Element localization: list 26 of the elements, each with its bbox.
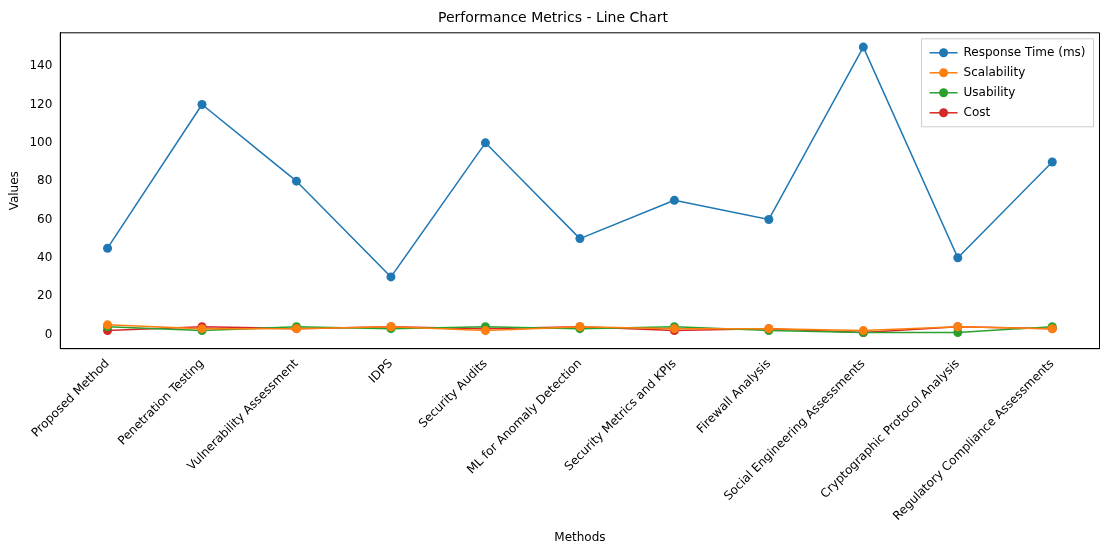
chart-title: Performance Metrics - Line Chart [437,9,669,26]
point [953,253,963,263]
point [858,42,868,52]
y-tick-label: 80 [37,173,53,188]
point [103,243,113,253]
point [1047,157,1057,167]
point [291,176,301,186]
point [669,195,679,205]
x-axis-title: Methods [554,529,606,544]
y-tick-label: 0 [44,326,53,341]
point [575,234,585,244]
legend-label: Usability [963,84,1016,99]
legend-label: Scalability [963,64,1026,79]
y-tick-label: 40 [37,249,53,264]
y-tick-label: 20 [37,288,53,303]
legend-label: Response Time (ms) [963,44,1086,59]
point [197,100,207,110]
y-tick-label: 100 [29,134,53,149]
y-tick-label: 140 [29,58,53,73]
y-tick-label: 120 [29,96,53,111]
point [386,272,396,282]
point [764,214,774,224]
y-axis-title: Values [7,171,22,211]
y-tick-label: 60 [37,211,53,226]
legend-label: Cost [963,104,991,119]
point [480,138,490,148]
